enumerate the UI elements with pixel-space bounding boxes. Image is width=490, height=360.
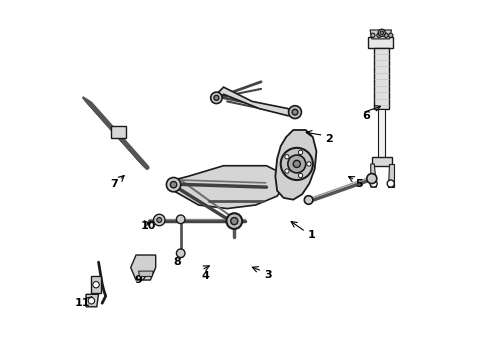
Circle shape [226, 213, 242, 229]
Text: 9: 9 [134, 275, 142, 285]
Circle shape [285, 155, 289, 159]
Circle shape [167, 177, 181, 192]
Circle shape [378, 29, 386, 36]
Polygon shape [374, 48, 390, 109]
Text: 3: 3 [265, 270, 272, 280]
Polygon shape [111, 126, 126, 138]
Circle shape [293, 160, 300, 167]
Circle shape [387, 180, 394, 187]
Circle shape [285, 169, 289, 173]
Polygon shape [217, 87, 295, 116]
Circle shape [307, 162, 311, 166]
Circle shape [231, 217, 238, 225]
Text: 8: 8 [173, 257, 181, 267]
Polygon shape [372, 157, 392, 166]
Circle shape [211, 92, 222, 104]
Text: 1: 1 [307, 230, 315, 240]
Text: 4: 4 [202, 271, 210, 282]
Text: 5: 5 [356, 179, 363, 189]
Text: 2: 2 [325, 134, 333, 144]
Polygon shape [173, 166, 288, 208]
Circle shape [88, 297, 95, 304]
Circle shape [298, 173, 303, 177]
Polygon shape [86, 294, 98, 307]
Circle shape [292, 109, 298, 115]
Circle shape [93, 282, 99, 288]
Circle shape [389, 33, 393, 37]
Text: 10: 10 [141, 221, 156, 231]
Circle shape [288, 155, 306, 173]
Polygon shape [275, 130, 317, 200]
Circle shape [214, 95, 219, 100]
Polygon shape [368, 37, 393, 48]
Polygon shape [371, 164, 376, 187]
Text: 11: 11 [74, 298, 90, 308]
Circle shape [176, 215, 185, 224]
Circle shape [289, 106, 301, 118]
Polygon shape [388, 164, 393, 187]
Circle shape [281, 148, 313, 180]
Polygon shape [131, 255, 156, 280]
Circle shape [176, 249, 185, 257]
Circle shape [304, 196, 313, 204]
Text: 6: 6 [363, 111, 370, 121]
Polygon shape [139, 271, 153, 276]
Text: 7: 7 [111, 179, 119, 189]
Circle shape [298, 150, 303, 154]
Circle shape [380, 31, 384, 35]
Circle shape [171, 181, 177, 188]
Circle shape [377, 33, 381, 37]
Circle shape [384, 33, 388, 37]
Polygon shape [378, 109, 386, 158]
Polygon shape [91, 276, 101, 293]
Circle shape [153, 214, 165, 226]
Circle shape [370, 180, 377, 187]
Polygon shape [370, 30, 392, 39]
Circle shape [367, 174, 377, 184]
Circle shape [157, 217, 162, 222]
Circle shape [371, 33, 375, 37]
